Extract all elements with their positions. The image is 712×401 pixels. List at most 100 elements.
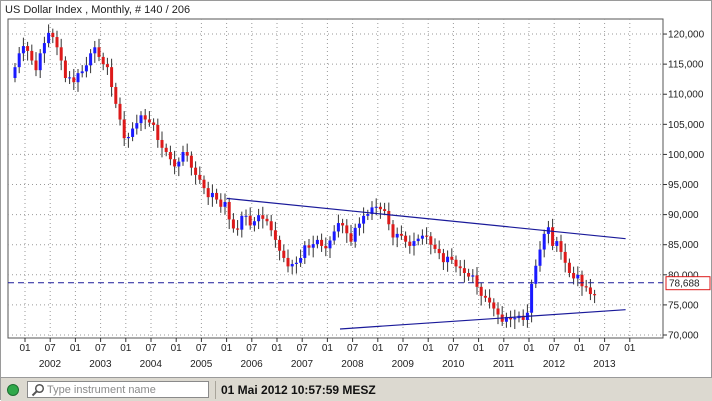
- candle-body: [584, 286, 588, 288]
- candle-body: [42, 43, 46, 54]
- y-tick-label: 85,000: [668, 240, 699, 251]
- candle-body: [555, 241, 559, 246]
- search-input[interactable]: [47, 382, 205, 397]
- candle-body: [17, 53, 21, 68]
- candle-body: [47, 32, 51, 44]
- candle-body: [231, 219, 235, 229]
- candle-body: [21, 46, 25, 54]
- x-tick-label: 01: [19, 343, 31, 354]
- candle-body: [475, 275, 479, 287]
- x-tick-label: 01: [423, 343, 435, 354]
- candle-body: [471, 275, 475, 277]
- trendline: [339, 309, 626, 330]
- last-price-label: 78,688: [669, 279, 700, 290]
- candle-body: [122, 119, 126, 139]
- x-tick-label: 01: [70, 343, 82, 354]
- candle-body: [257, 215, 261, 222]
- candle-body: [420, 235, 424, 239]
- y-tick-label: 70,000: [668, 330, 699, 341]
- x-year-label: 2003: [89, 359, 112, 370]
- candle-body: [68, 77, 72, 79]
- y-tick-label: 100,000: [668, 150, 705, 161]
- candle-body: [38, 53, 42, 71]
- x-tick-label: 01: [271, 343, 283, 354]
- candle-body: [194, 167, 198, 175]
- candle-body: [198, 174, 202, 180]
- candle-body: [328, 240, 332, 249]
- x-tick-label: 01: [624, 343, 636, 354]
- candle-body: [576, 274, 580, 279]
- instrument-search[interactable]: [27, 381, 209, 398]
- x-tick-label: 01: [171, 343, 183, 354]
- candle-body: [294, 262, 298, 264]
- x-tick-label: 07: [549, 343, 561, 354]
- plot-area: [7, 18, 667, 339]
- candle-body: [378, 206, 382, 210]
- x-tick-label: 01: [473, 343, 485, 354]
- candle-body: [391, 224, 395, 238]
- x-year-label: 2005: [190, 359, 213, 370]
- candle-body: [110, 67, 114, 88]
- candle-body: [252, 221, 256, 226]
- candle-body: [567, 262, 571, 273]
- candle-body: [101, 56, 105, 65]
- candle-body: [399, 233, 403, 236]
- candle-body: [261, 215, 265, 219]
- candle-body: [164, 147, 168, 153]
- y-tick-label: 95,000: [668, 180, 699, 191]
- candle-body: [311, 244, 315, 248]
- x-tick-label: 07: [145, 343, 157, 354]
- candle-body: [135, 123, 139, 129]
- x-year-label: 2004: [140, 359, 163, 370]
- candle-body: [349, 233, 353, 242]
- candle-body: [496, 308, 500, 315]
- candle-body: [210, 192, 214, 198]
- candle-body: [34, 60, 38, 71]
- candle-body: [80, 71, 84, 74]
- candle-body: [353, 227, 357, 242]
- candle-body: [206, 188, 210, 198]
- x-tick-label: 01: [523, 343, 535, 354]
- x-tick-label: 07: [498, 343, 510, 354]
- candle-body: [315, 239, 319, 245]
- candle-body: [59, 47, 63, 61]
- status-dot-icon: [7, 384, 19, 396]
- candle-body: [366, 214, 370, 216]
- candle-body: [454, 259, 458, 267]
- candle-body: [446, 256, 450, 263]
- candle-body: [143, 115, 147, 120]
- x-year-label: 2013: [593, 359, 616, 370]
- candle-body: [55, 37, 59, 48]
- candle-body: [126, 136, 130, 139]
- search-icon[interactable]: [31, 383, 45, 397]
- candle-body: [450, 256, 454, 260]
- candle-body: [177, 161, 181, 167]
- x-year-label: 2006: [240, 359, 263, 370]
- status-bar: 01 Mai 2012 10:57:59 MESZ: [1, 377, 712, 401]
- price-chart[interactable]: 70,000 75,000 80,000 85,000 90,000 95,000 100,…: [1, 1, 712, 377]
- candle-body: [538, 249, 542, 266]
- candle-body: [530, 283, 534, 313]
- x-year-label: 2012: [543, 359, 566, 370]
- candle-body: [370, 207, 374, 215]
- candle-body: [76, 73, 80, 83]
- candle-body: [551, 227, 555, 246]
- candle-body: [395, 233, 399, 238]
- x-year-label: 2008: [341, 359, 364, 370]
- candle-body: [173, 159, 177, 167]
- candle-body: [93, 47, 97, 54]
- candle-body: [156, 124, 160, 140]
- candle-body: [84, 65, 88, 72]
- candle-body: [290, 263, 294, 267]
- candle-body: [189, 155, 193, 168]
- candle-body: [588, 287, 592, 295]
- x-tick-label: 07: [45, 343, 57, 354]
- candle-body: [580, 274, 584, 287]
- x-tick-label: 07: [347, 343, 359, 354]
- y-tick-label: 75,000: [668, 300, 699, 311]
- candle-body: [357, 223, 361, 228]
- candle-body: [404, 235, 408, 242]
- x-year-label: 2002: [39, 359, 62, 370]
- x-year-label: 2009: [392, 359, 415, 370]
- y-tick-label: 110,000: [668, 90, 704, 101]
